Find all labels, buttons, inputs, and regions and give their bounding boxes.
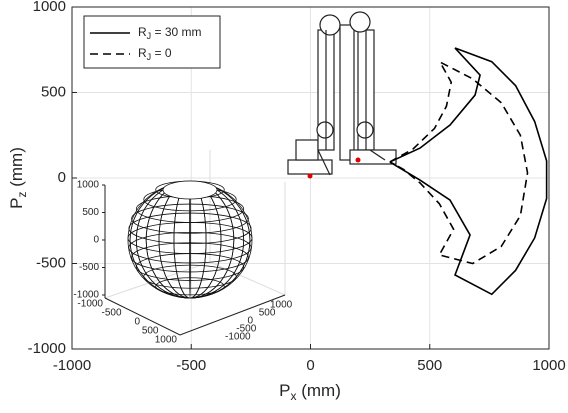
x-tick-label: -1000	[53, 357, 91, 374]
inset-tick-label: 0	[134, 317, 140, 328]
marker	[355, 157, 361, 163]
x-axis-label: Px (mm)	[279, 381, 341, 403]
inset-tick-label: 0	[93, 235, 99, 246]
x-tick-label: 1000	[532, 357, 565, 374]
robot-base	[287, 159, 333, 175]
label-part: P	[279, 381, 290, 400]
legend-box	[83, 15, 221, 69]
robot-gear	[316, 121, 334, 139]
robot-drawing	[287, 11, 397, 176]
inset-tick-label: -1000	[73, 290, 99, 301]
y-tick-label: -1000	[28, 340, 66, 357]
curves	[389, 47, 548, 296]
inset-tick-label: -1000	[225, 332, 251, 343]
label-part: (mm)	[7, 147, 26, 191]
y-axis-label: Pz (mm)	[7, 147, 29, 209]
sphere-parallel	[135, 253, 245, 281]
sphere-parallel	[128, 231, 252, 264]
x-tick-label: 0	[306, 357, 314, 374]
y-tick-label: 500	[41, 83, 66, 100]
sphere-parallel	[128, 212, 252, 245]
legend-part: = 0	[151, 46, 172, 60]
inset-tick-label: 1000	[77, 180, 100, 191]
sphere-hole	[162, 180, 218, 200]
inset-tick-label: -500	[79, 262, 99, 273]
sphere	[127, 180, 253, 299]
legend-part: R	[138, 46, 147, 60]
label-part: (mm)	[296, 381, 340, 400]
inset-tick-label: -500	[236, 324, 256, 335]
y-tick-label: 0	[58, 169, 66, 186]
sphere-parallel	[131, 242, 249, 273]
label-part: P	[7, 198, 26, 209]
inset-tick-label: 500	[259, 308, 276, 319]
x-tick-label: -500	[176, 357, 206, 374]
robot-line	[317, 149, 386, 176]
sphere-parallel	[143, 264, 237, 289]
series-line	[389, 60, 529, 265]
label-sub: z	[15, 192, 29, 198]
robot-gear	[356, 121, 374, 139]
sphere-parallel	[131, 203, 249, 234]
series-line	[389, 47, 548, 296]
inset-tick-label: 1000	[155, 335, 178, 346]
x-tick-label: 500	[417, 357, 442, 374]
robot-markers	[307, 157, 361, 179]
robot-gear	[319, 14, 341, 36]
legend-label: RJ = 0	[138, 46, 172, 62]
inset-tick-label: -500	[101, 308, 121, 319]
robot-gear	[349, 11, 371, 33]
legend-label: RJ = 30 mm	[138, 25, 202, 41]
robot-base	[349, 149, 397, 165]
legend-sub: J	[147, 31, 152, 41]
inset-tick-label: 500	[142, 326, 159, 337]
y-tick-label: 1000	[33, 0, 66, 15]
legend-part: = 30 mm	[151, 25, 201, 39]
label-sub: x	[290, 389, 296, 403]
legend-part: R	[138, 25, 147, 39]
legend-sub: J	[147, 52, 152, 62]
robot-link	[339, 24, 355, 161]
inset-axis	[104, 294, 286, 336]
inset-tick-label: 1000	[270, 300, 293, 311]
robot-motor	[295, 139, 319, 161]
inset-tick-label: -1000	[77, 299, 103, 310]
marker	[307, 173, 313, 179]
inset-tick-label: 0	[248, 316, 254, 327]
y-tick-label: -500	[36, 254, 66, 271]
sphere-parallel	[155, 277, 225, 296]
inset-tick-label: 500	[82, 207, 99, 218]
